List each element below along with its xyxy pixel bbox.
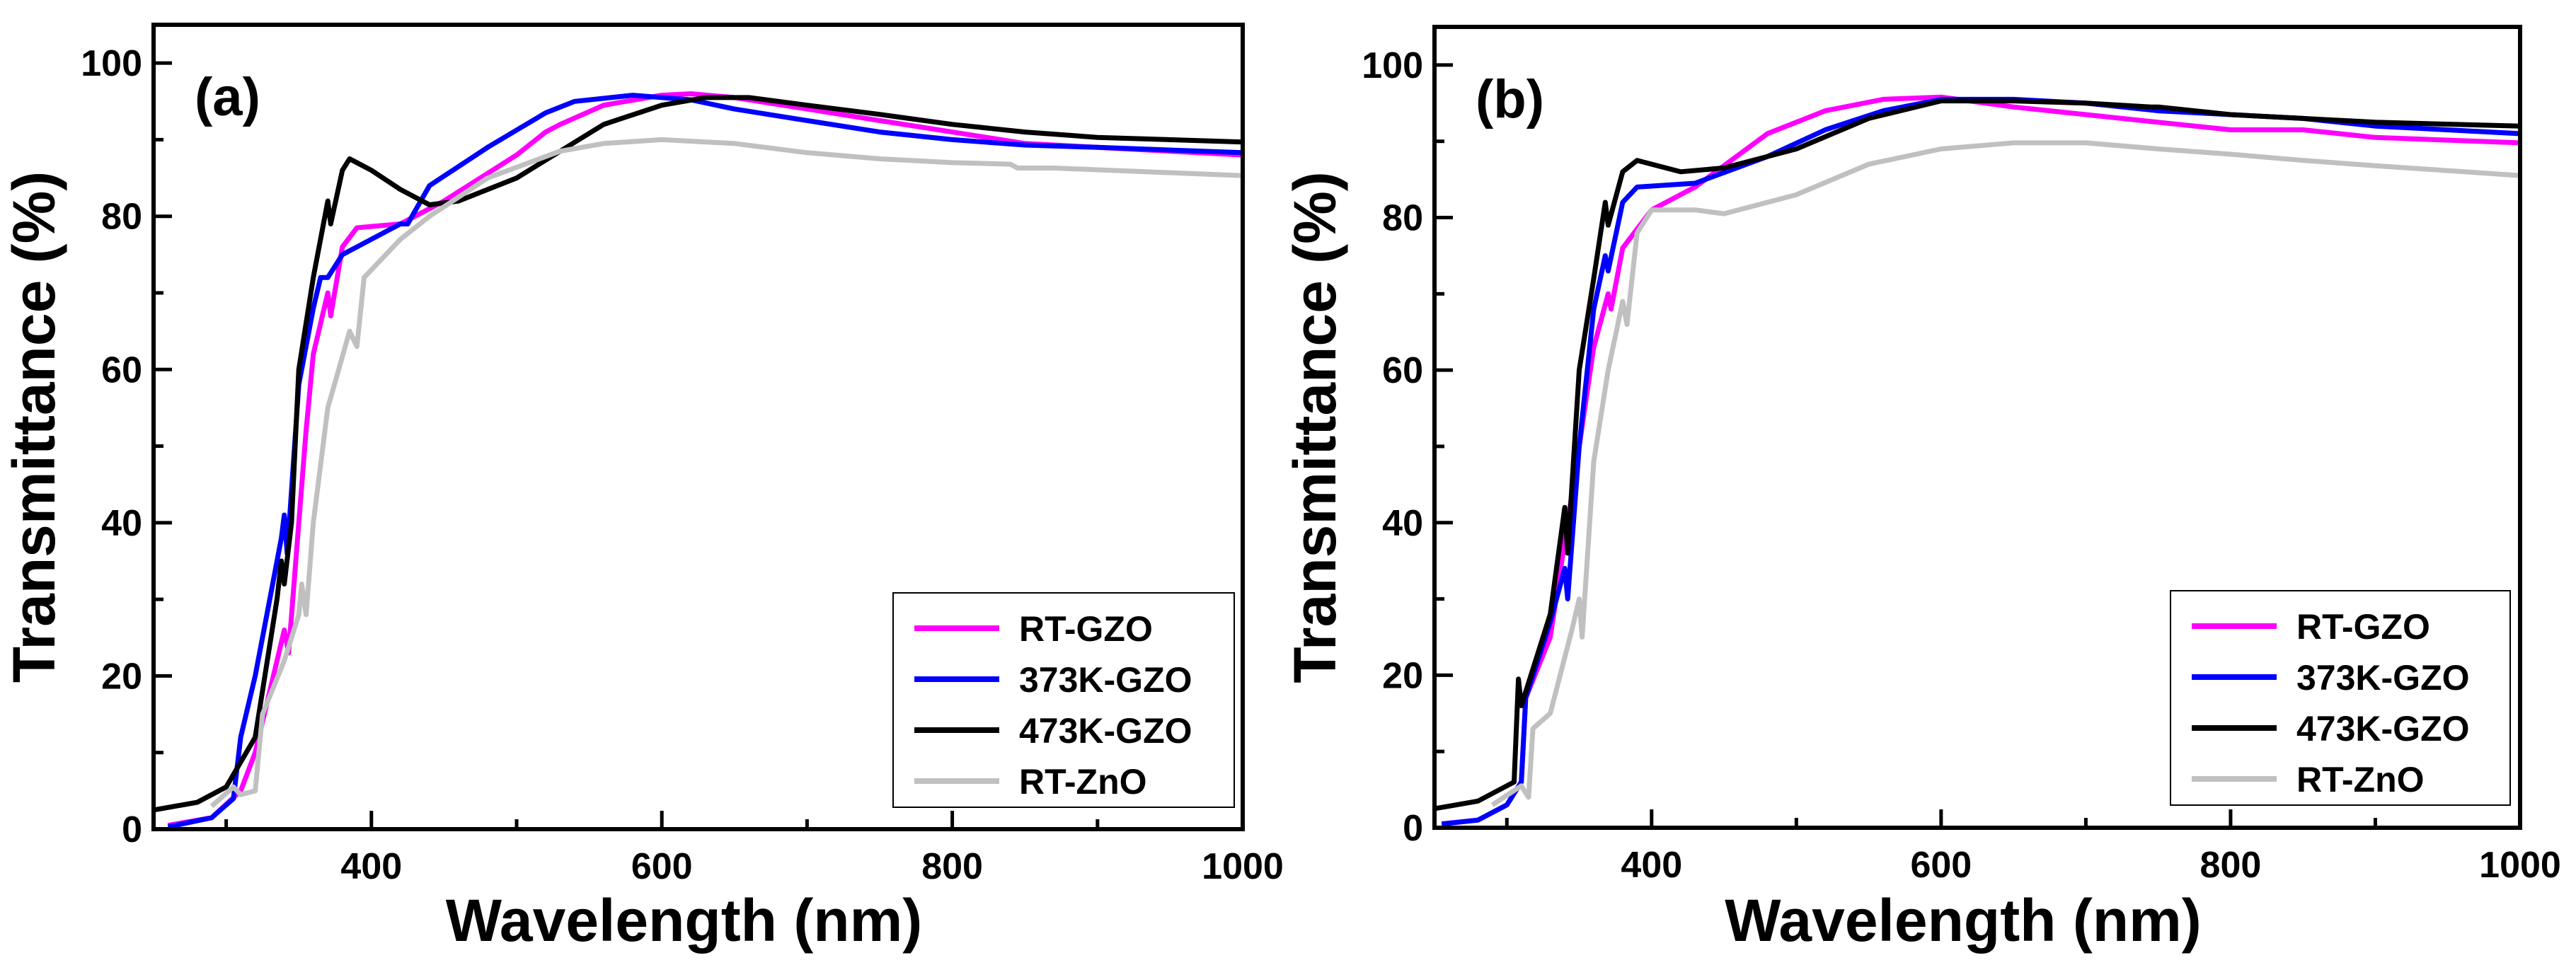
- panel-label: (a): [195, 67, 260, 127]
- series-line-473k-gzo: [1434, 98, 2520, 811]
- x-tick-label: 800: [2200, 845, 2262, 886]
- series-line-rt-zno: [209, 137, 1243, 809]
- legend-label: RT-GZO: [1019, 609, 1153, 649]
- y-axis-title: Transmittance (%): [1, 171, 67, 683]
- legend-label: RT-ZnO: [1019, 762, 1147, 802]
- series-line-373k-gzo: [167, 93, 1243, 829]
- y-tick-label: 0: [122, 809, 142, 850]
- x-tick-label: 1000: [1202, 846, 1284, 887]
- y-tick-label: 80: [101, 197, 142, 238]
- y-tick-label: 100: [1362, 45, 1423, 86]
- y-tick-label: 0: [1403, 808, 1423, 849]
- y-tick-label: 100: [81, 43, 142, 84]
- y-tick-label: 20: [101, 656, 142, 697]
- y-tick-label: 80: [1382, 198, 1423, 239]
- x-tick-label: 400: [340, 846, 402, 887]
- x-tick-label: 600: [1910, 845, 1972, 886]
- series-line-473k-gzo: [154, 95, 1243, 813]
- legend: RT-GZO 373K-GZO 473K-GZO RT-ZnO: [2170, 590, 2511, 806]
- legend-label: 473K-GZO: [1019, 711, 1192, 751]
- plot-frame: [1432, 25, 2522, 830]
- plot-frame: [151, 23, 1245, 831]
- y-axis-title: Transmittance (%): [1282, 171, 1348, 683]
- y-tick-label: 60: [1382, 350, 1423, 391]
- y-tick-label: 60: [101, 349, 142, 391]
- legend-label: 373K-GZO: [1019, 660, 1192, 700]
- x-axis-title: Wavelength (nm): [446, 887, 923, 954]
- x-tick-label: 1000: [2479, 845, 2561, 886]
- x-axis-title: Wavelength (nm): [1725, 887, 2202, 954]
- panel-label: (b): [1476, 69, 1544, 129]
- legend-label: RT-GZO: [2296, 607, 2430, 647]
- legend-label: 473K-GZO: [2296, 709, 2470, 749]
- legend: RT-GZO 373K-GZO 473K-GZO RT-ZnO: [892, 592, 1235, 808]
- panel-b: 400 600 800 1000 0 20 40 60 80 100 Wavelength (nm)…: [1282, 25, 2561, 954]
- y-tick-label: 20: [1382, 655, 1423, 696]
- x-tick-label: 600: [631, 846, 693, 887]
- series-line-rt-zno: [1490, 140, 2520, 807]
- panel-a: 400 600 800 1000 0 20 40 60 80 100 Wavelength (nm)…: [1, 23, 1284, 954]
- y-tick-label: 40: [101, 503, 142, 544]
- x-tick-label: 800: [921, 846, 983, 887]
- legend-label: RT-ZnO: [2296, 760, 2425, 799]
- y-tick-label: 40: [1382, 503, 1423, 544]
- x-tick-label: 400: [1621, 845, 1682, 886]
- legend-label: 373K-GZO: [2296, 658, 2470, 698]
